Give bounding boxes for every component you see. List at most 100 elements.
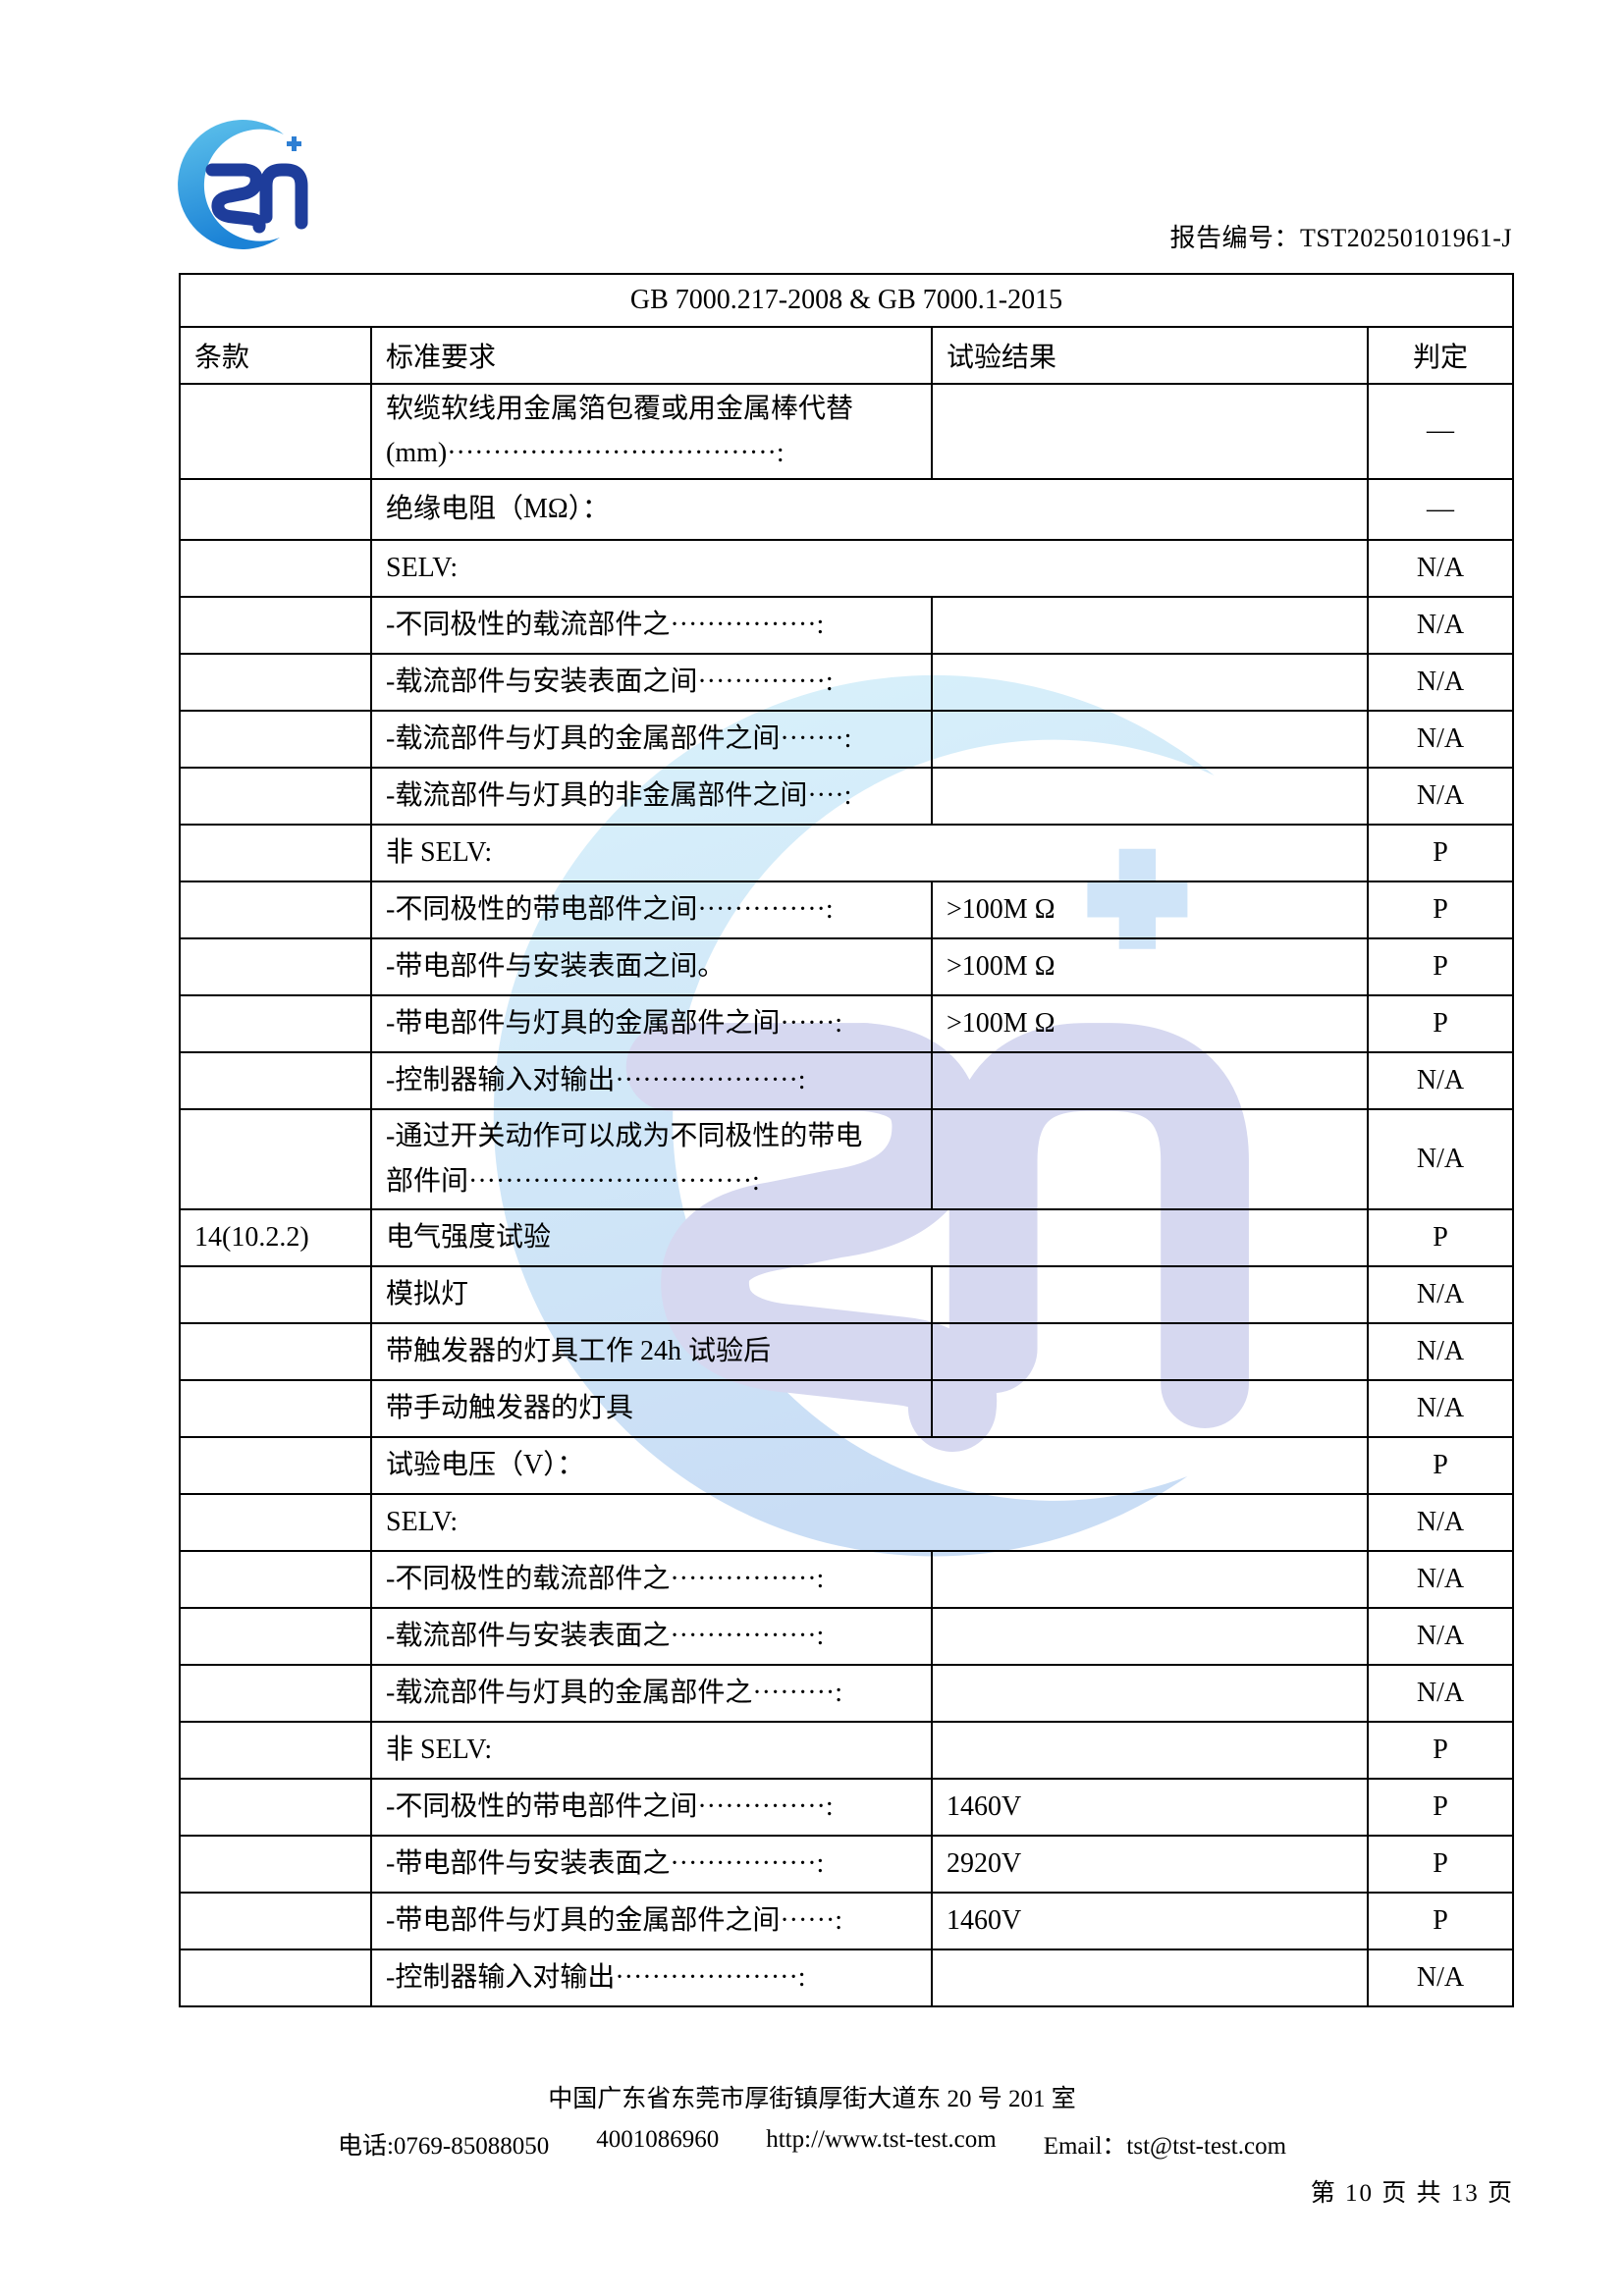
table-row: 非 SELV: P [179,823,1515,882]
result-cell: 1460V [931,1891,1369,1950]
table-row: 试验电压（V）： P [179,1435,1515,1495]
clause-cell [179,1264,372,1324]
clause-cell [179,1549,372,1609]
requirement-cell: -载流部件与安装表面之间··············: [370,652,933,712]
requirement-cell: 电气强度试验 [370,1207,1369,1267]
requirement-cell: -不同极性的带电部件之间··············: [370,1777,933,1837]
verdict-cell: N/A [1366,1948,1515,2007]
result-cell: >100M Ω [931,936,1369,996]
verdict-cell: P [1366,1207,1515,1267]
result-cell [931,1663,1369,1723]
logo-crescent-icon [178,119,284,249]
table-row: SELV: N/A [179,1492,1515,1552]
clause-cell [179,1492,372,1552]
verdict-cell: N/A [1366,1050,1515,1110]
footer-address: 中国广东省东莞市厚街镇厚街大道东 20 号 201 室 [548,2086,1076,2112]
requirement-cell: -载流部件与灯具的金属部件之间·······: [370,709,933,769]
clause-cell [179,477,372,541]
verdict-cell: P [1366,936,1515,996]
requirement-cell: -不同极性的载流部件之················: [370,595,933,655]
table-row: -带电部件与灯具的金属部件之间······: 1460V P [179,1891,1515,1950]
result-cell [931,1948,1369,2007]
table-row: -带电部件与安装表面之················: 2920V P [179,1834,1515,1894]
requirement-cell: -带电部件与灯具的金属部件之间······: [370,1891,933,1950]
table-title-row: GB 7000.217-2008 & GB 7000.1-2015 [178,273,1515,328]
result-cell [931,1050,1369,1110]
table-row: 绝缘电阻（MΩ）： — [179,477,1515,541]
footer-hotline: 4001086960 [596,2126,720,2153]
table-row: SELV: N/A [179,538,1515,598]
result-cell [931,709,1369,769]
verdict-cell: N/A [1366,1264,1515,1324]
result-cell: 2920V [931,1834,1369,1894]
requirement-cell: SELV: [370,538,1369,598]
result-cell [931,1321,1369,1381]
requirement-cell: -载流部件与安装表面之················: [370,1606,933,1666]
clause-cell [179,383,372,480]
clause-cell [179,538,372,598]
table-row: -载流部件与灯具的金属部件之间·······: N/A [179,709,1515,769]
clause-cell [179,1663,372,1723]
requirement-cell: -不同极性的带电部件之间··············: [370,880,933,939]
verdict-cell: N/A [1366,1549,1515,1609]
clause-cell [179,652,372,712]
verdict-cell: N/A [1366,766,1515,826]
clause-cell [179,1050,372,1110]
requirement-cell: 非 SELV: [370,1720,933,1780]
table-row: 14(10.2.2) 电气强度试验 P [179,1207,1515,1267]
report-number-label: 报告编号： [1169,224,1300,252]
tst-logo [178,119,308,249]
verdict-cell: N/A [1366,1606,1515,1666]
footer-phone: 电话:0769-85088050 [337,2133,550,2160]
standards-title: GB 7000.217-2008 & GB 7000.1-2015 [178,273,1515,328]
clause-cell: 14(10.2.2) [179,1207,372,1267]
table-row: -不同极性的带电部件之间··············: 1460V P [179,1777,1515,1837]
table-row: -通过开关动作可以成为不同极性的带电 部件间··················… [179,1107,1515,1210]
result-cell [931,1378,1369,1438]
results-table-body: GB 7000.217-2008 & GB 7000.1-2015 条款 标准要… [178,273,1515,2007]
requirement-cell: -载流部件与灯具的非金属部件之间····: [370,766,933,826]
table-row: 软缆软线用金属箔包覆或用金属棒代替 (mm)··················… [179,383,1515,480]
clause-cell [179,1777,372,1837]
report-number-line: 报告编号：TST20250101961-J [1169,218,1512,254]
requirement-cell: 非 SELV: [370,823,1369,882]
table-row: -控制器输入对输出····················: N/A [179,1948,1515,2007]
clause-cell [179,766,372,826]
result-cell [931,1264,1369,1324]
verdict-cell: — [1366,477,1515,541]
table-row: -载流部件与安装表面之间··············: N/A [179,652,1515,712]
result-cell: >100M Ω [931,993,1369,1053]
requirement-cell: -不同极性的载流部件之················: [370,1549,933,1609]
clause-cell [179,936,372,996]
requirement-cell: 绝缘电阻（MΩ）： [370,477,1369,541]
clause-cell [179,1891,372,1950]
table-row: -载流部件与灯具的非金属部件之间····: N/A [179,766,1515,826]
requirement-cell: 软缆软线用金属箔包覆或用金属棒代替 (mm)··················… [370,383,933,480]
footer-email: Email：tst@tst-test.com [1043,2133,1287,2160]
table-row: -不同极性的载流部件之················: N/A [179,595,1515,655]
verdict-cell: N/A [1366,709,1515,769]
verdict-cell: — [1366,383,1515,480]
requirement-cell: 模拟灯 [370,1264,933,1324]
result-cell [931,766,1369,826]
requirement-cell: 试验电压（V）： [370,1435,1369,1495]
report-number-value: TST20250101961-J [1300,224,1512,252]
column-header-requirement: 标准要求 [370,326,933,385]
verdict-cell: P [1366,1435,1515,1495]
verdict-cell: P [1366,1891,1515,1950]
table-row: 带触发器的灯具工作 24h 试验后 N/A [179,1321,1515,1381]
requirement-cell: SELV: [370,1492,1369,1552]
requirement-cell: -控制器输入对输出····················: [370,1948,933,2007]
verdict-cell: N/A [1366,1107,1515,1210]
page-indicator: 第 10 页 共 13 页 [1310,2180,1514,2207]
result-cell [931,595,1369,655]
table-header-row: 条款 标准要求 试验结果 判定 [179,326,1515,385]
requirement-cell: -通过开关动作可以成为不同极性的带电 部件间··················… [370,1107,933,1210]
result-cell: >100M Ω [931,880,1369,939]
result-cell [931,1720,1369,1780]
footer-contacts: 电话:0769-85088050 4001086960 http://www.t… [0,2126,1624,2162]
